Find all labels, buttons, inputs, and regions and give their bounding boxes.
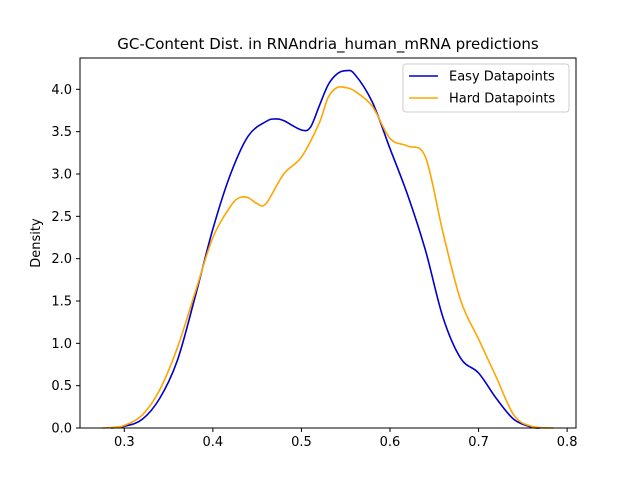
y-tick-label: 0.0 <box>51 422 72 437</box>
y-tick-label: 1.0 <box>51 337 72 352</box>
x-axis: 0.3 0.4 0.5 0.6 0.7 0.8 <box>114 428 578 450</box>
chart-title: GC-Content Dist. in RNAndria_human_mRNA … <box>117 35 539 54</box>
y-tick-label: 4.0 <box>51 83 72 98</box>
y-axis: 0.0 0.5 1.0 1.5 2.0 2.5 3.0 3.5 4.0 <box>51 83 80 437</box>
series-layer <box>102 69 554 429</box>
y-tick-label: 1.5 <box>51 294 72 309</box>
x-tick-label: 0.5 <box>291 435 312 450</box>
easy-datapoints-line <box>110 69 541 429</box>
legend-label-easy-datapoints: Easy Datapoints <box>449 70 555 85</box>
y-tick-label: 3.5 <box>51 125 72 140</box>
y-tick-label: 0.5 <box>51 379 72 394</box>
plot-frame <box>79 57 577 429</box>
y-tick-label: 2.0 <box>51 252 72 267</box>
legend-box <box>402 63 570 113</box>
x-tick-label: 0.3 <box>114 435 135 450</box>
legend: Easy Datapoints Hard Datapoints <box>402 63 570 113</box>
y-tick-label: 2.5 <box>51 210 72 225</box>
y-tick-label: 3.0 <box>51 167 72 182</box>
legend-label-hard-datapoints: Hard Datapoints <box>449 92 555 107</box>
x-tick-label: 0.8 <box>557 435 578 450</box>
y-axis-label: Density <box>29 218 44 268</box>
hard-datapoints-line <box>102 85 554 429</box>
x-tick-label: 0.7 <box>468 435 489 450</box>
x-tick-label: 0.6 <box>380 435 401 450</box>
x-tick-label: 0.4 <box>203 435 224 450</box>
